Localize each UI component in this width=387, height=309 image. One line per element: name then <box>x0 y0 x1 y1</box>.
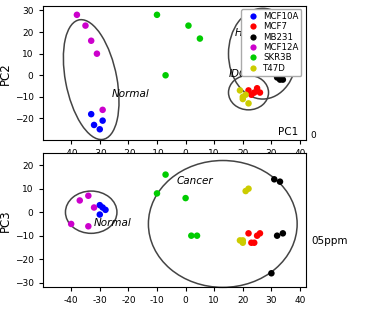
Point <box>240 240 246 245</box>
Point <box>257 231 263 236</box>
Point <box>257 90 263 95</box>
Text: 05ppm: 05ppm <box>312 236 348 246</box>
Text: 0: 0 <box>310 131 316 140</box>
Point <box>82 23 89 28</box>
Point <box>271 177 277 182</box>
Point <box>254 233 260 238</box>
Point <box>251 240 257 245</box>
Point <box>154 12 160 17</box>
Point <box>268 271 274 276</box>
Point <box>68 222 74 226</box>
Point <box>88 38 94 43</box>
Point <box>185 23 192 28</box>
Point <box>85 224 91 229</box>
Point <box>271 15 277 19</box>
Point <box>245 101 252 106</box>
Point <box>99 205 106 210</box>
Point <box>277 77 283 82</box>
Point <box>243 92 249 97</box>
Text: HER2-: HER2- <box>234 28 266 38</box>
Legend: MCF10A, MCF7, MB231, MCF12A, SKR3B, T47D: MCF10A, MCF7, MB231, MCF12A, SKR3B, T47D <box>241 9 301 76</box>
Point <box>91 122 97 127</box>
Text: Cancer: Cancer <box>177 176 214 186</box>
Point <box>77 198 83 203</box>
Point <box>248 92 255 97</box>
Point <box>183 196 189 201</box>
Point <box>243 188 249 193</box>
Point <box>277 179 283 184</box>
Point <box>163 172 169 177</box>
Point <box>194 233 200 238</box>
Point <box>74 12 80 17</box>
Point <box>97 127 103 132</box>
Point <box>245 88 252 93</box>
Point <box>99 118 106 123</box>
Point <box>280 77 286 82</box>
Point <box>280 231 286 236</box>
Point <box>274 233 280 238</box>
Point <box>103 207 109 212</box>
Point <box>248 240 255 245</box>
Text: Normal: Normal <box>94 218 132 228</box>
Point <box>237 88 243 93</box>
Point <box>94 51 100 56</box>
Point <box>188 233 194 238</box>
Point <box>240 97 246 102</box>
Point <box>240 95 246 99</box>
Point <box>245 186 252 191</box>
Point <box>91 205 97 210</box>
Point <box>237 238 243 243</box>
Point <box>154 191 160 196</box>
Point <box>97 203 103 208</box>
Point <box>251 90 257 95</box>
Point <box>99 107 106 112</box>
Y-axis label: PC2: PC2 <box>0 62 12 84</box>
Text: Normal: Normal <box>111 89 149 99</box>
Point <box>197 36 203 41</box>
Point <box>268 58 274 63</box>
Point <box>254 86 260 91</box>
Text: IDC: IDC <box>228 70 247 79</box>
Point <box>245 231 252 236</box>
Text: PC1: PC1 <box>278 127 298 138</box>
Point <box>163 73 169 78</box>
Point <box>240 238 246 243</box>
Y-axis label: PC3: PC3 <box>0 209 12 232</box>
Point <box>88 112 94 116</box>
Point <box>85 193 91 198</box>
Point <box>97 212 103 217</box>
Point <box>274 75 280 80</box>
